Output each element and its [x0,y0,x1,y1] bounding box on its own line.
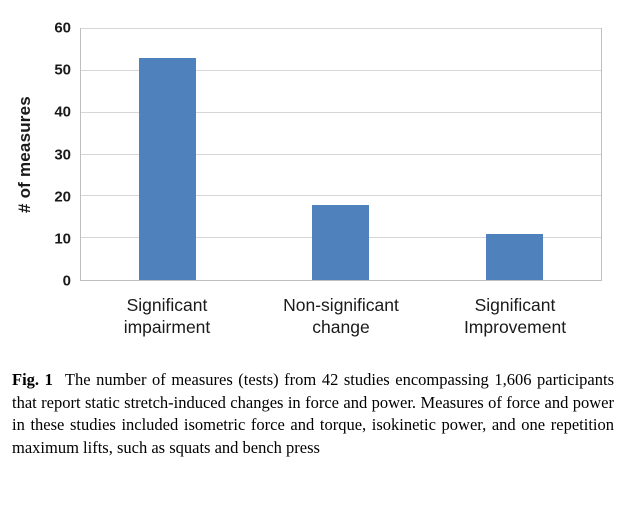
bar [485,233,543,280]
figure-caption-text: The number of measures (tests) from 42 s… [12,369,614,458]
x-category-label: Significant Improvement [463,295,567,338]
gridline [81,28,601,29]
y-axis-tick-labels: 0 10 20 30 40 50 60 [38,21,80,289]
y-axis-title: # of measures [15,96,34,213]
bar-slot [428,29,601,280]
bar-slot [81,29,254,280]
gridline [81,153,601,155]
x-category-label: Significant impairment [123,295,211,338]
y-tick-label: 20 [54,188,71,206]
bar [312,204,370,280]
y-tick-label: 10 [54,230,71,248]
figure-label: Fig. 1 [12,369,53,389]
gridline [81,195,601,197]
y-tick-label: 0 [62,272,71,290]
x-category-label: Non-significant change [283,295,399,338]
y-tick-label: 40 [54,103,71,121]
bar [139,58,197,280]
bar-series [81,29,601,280]
y-tick-label: 50 [54,61,71,79]
gridline [81,111,601,113]
x-axis-labels: Significant impairment Non-significant ch… [80,294,602,339]
bar-slot [254,29,427,280]
figure-caption: Fig. 1 The number of measures (tests) fro… [12,369,618,460]
y-tick-label: 60 [54,19,71,37]
plot-area [80,28,602,281]
gridline [81,69,601,71]
y-tick-label: 30 [54,146,71,163]
bar-chart: # of measures 0 10 20 30 40 50 60 Significant … [12,21,618,339]
